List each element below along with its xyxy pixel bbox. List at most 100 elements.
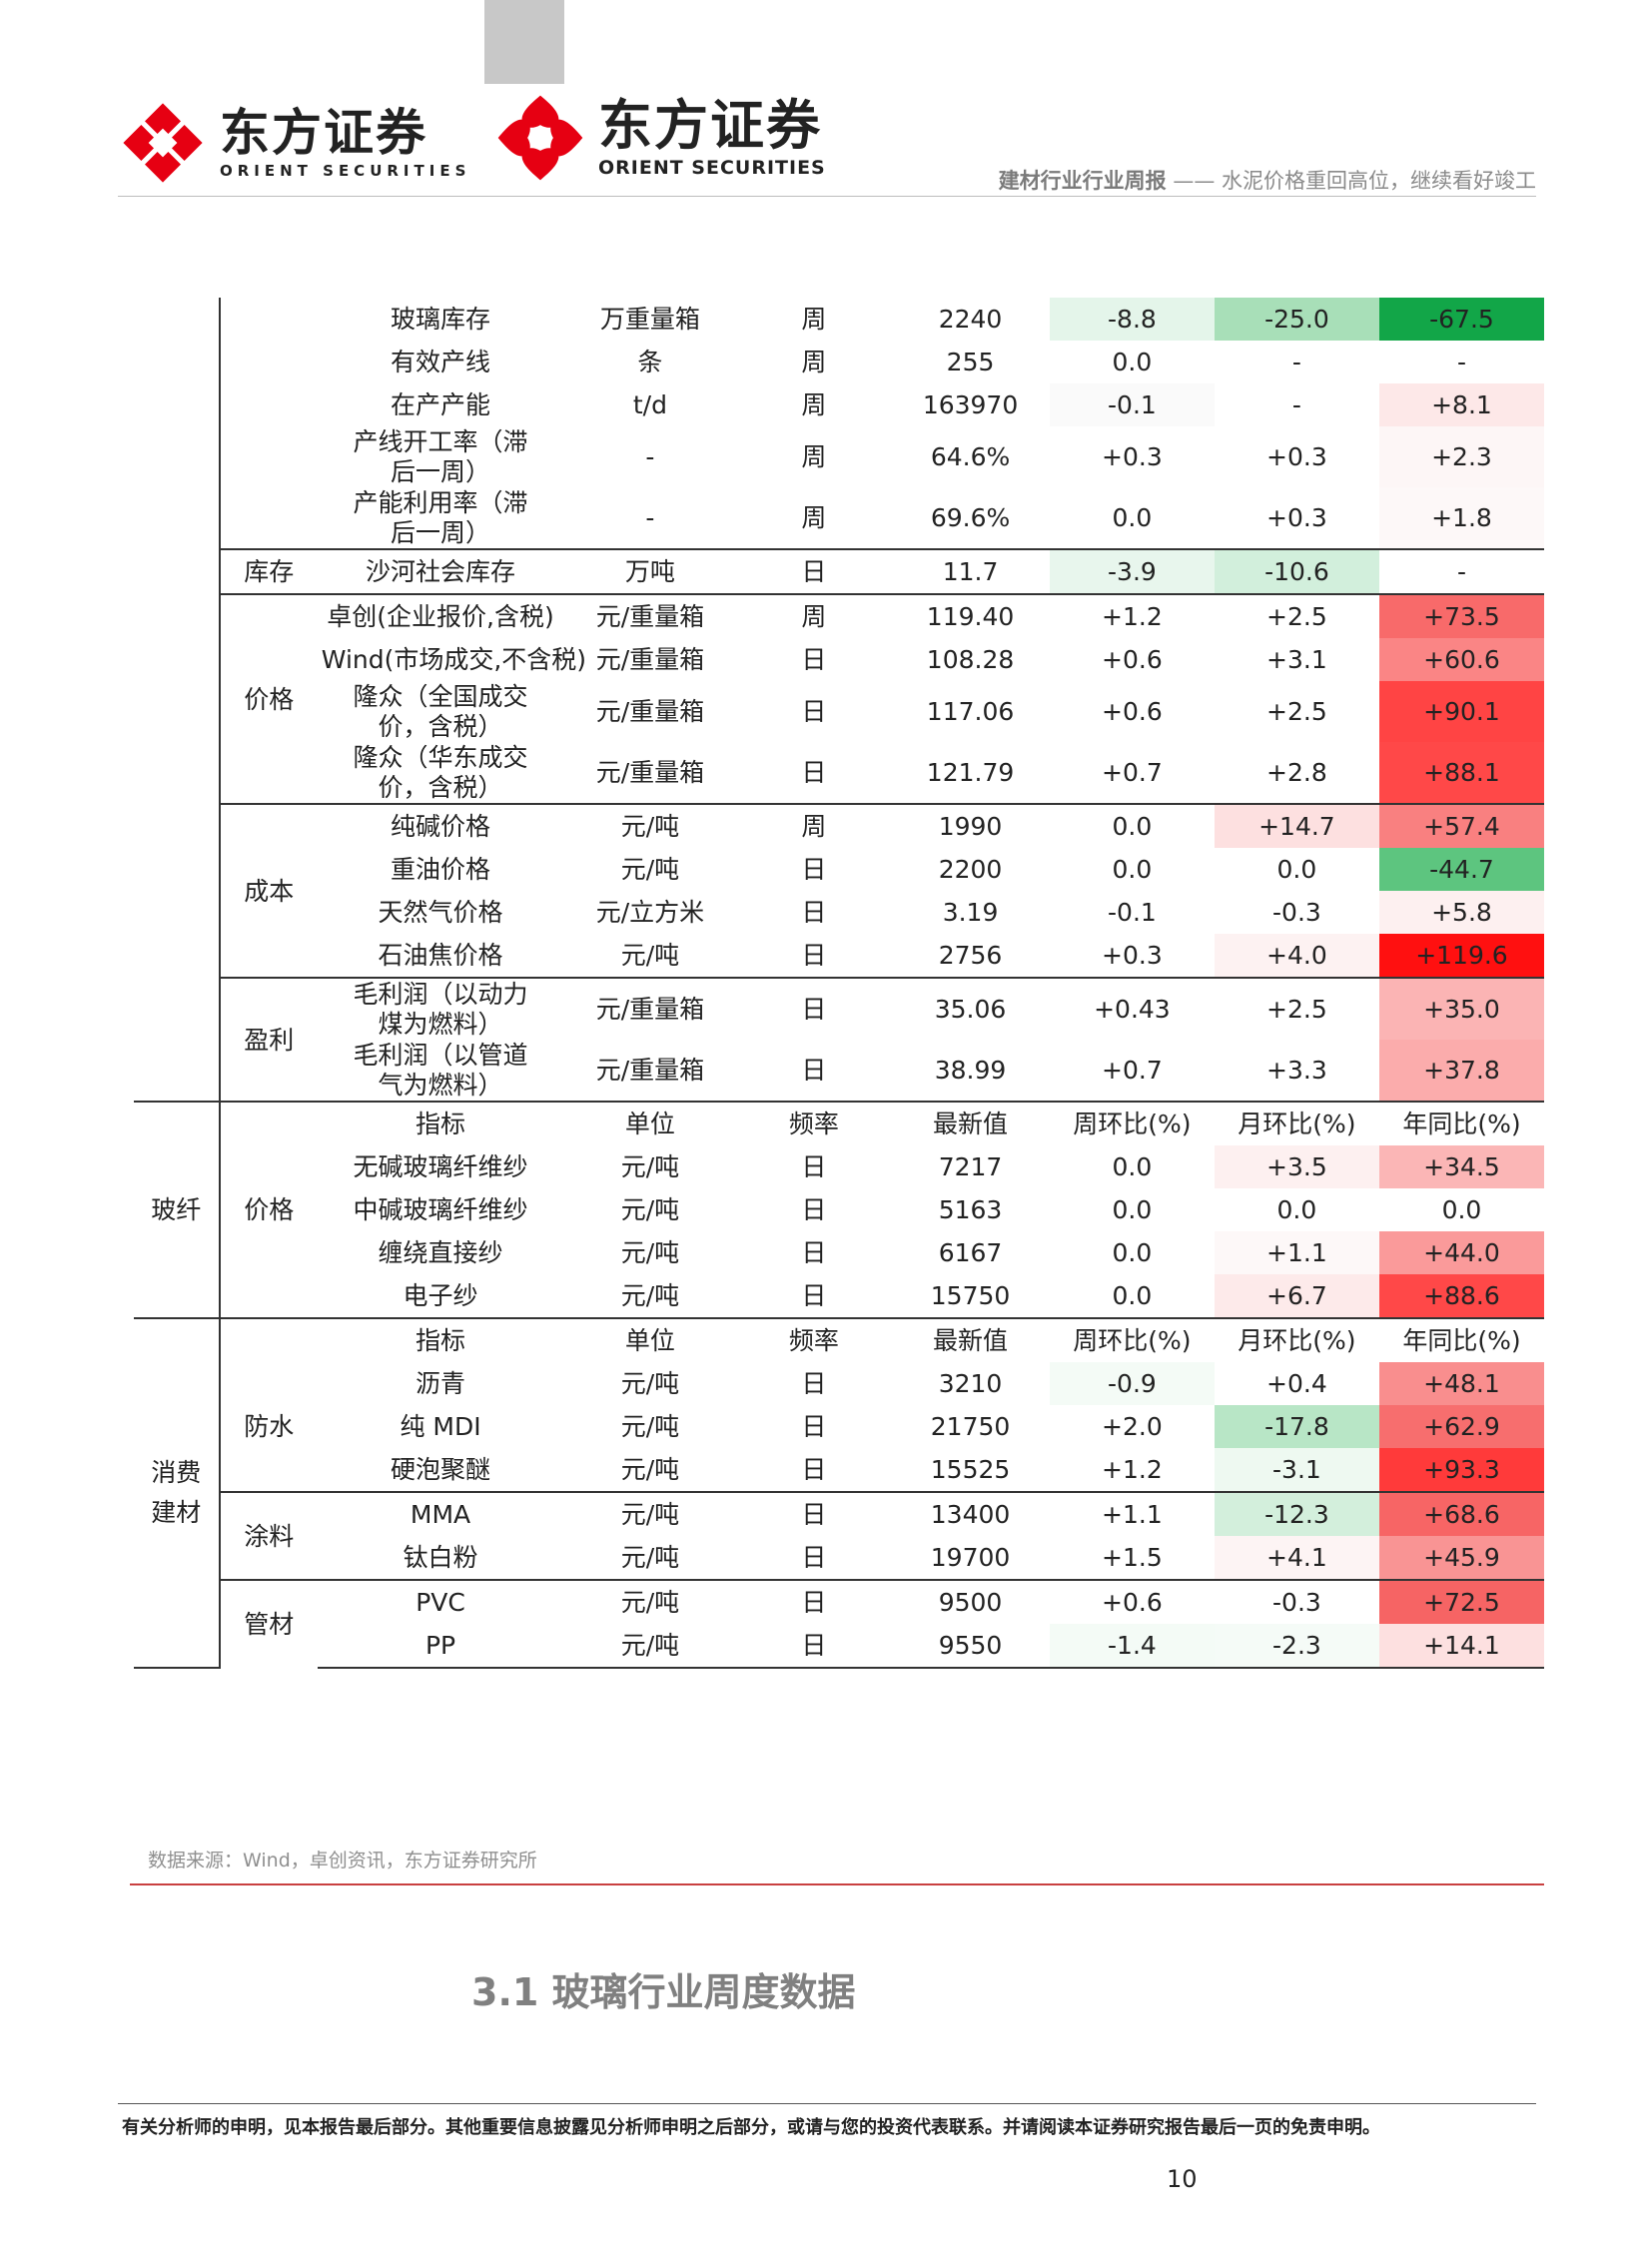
unit: 元/吨 — [563, 1624, 737, 1669]
table-row: 硬泡聚醚 元/吨 日 15525 +1.2 -3.1 +93.3 — [134, 1448, 1544, 1492]
indicator-name: 卓创(企业报价,含税) — [317, 593, 564, 638]
weekly-change: +0.7 — [1102, 758, 1163, 787]
latest-value: 163970 — [922, 390, 1019, 419]
column-header: 单位 — [563, 1317, 737, 1362]
table-row: 无碱玻璃纤维纱 元/吨 日 7217 0.0 +3.5 +34.5 — [134, 1145, 1544, 1188]
weekly-change: +0.3 — [1102, 442, 1163, 471]
monthly-change: +2.5 — [1214, 593, 1379, 638]
unit: 元/吨 — [620, 1238, 680, 1267]
monthly-change: +14.7 — [1214, 803, 1379, 848]
frequency: 日 — [801, 1455, 827, 1484]
indicator-name: 毛利润（以管道气为燃料） — [353, 1040, 528, 1100]
unit: 万吨 — [563, 548, 737, 595]
unit: 元/吨 — [620, 855, 680, 884]
logo-mark-large-icon — [497, 95, 583, 181]
monthly-change: +0.4 — [1266, 1369, 1327, 1398]
table-row: 重油价格 元/吨 日 2200 0.0 0.0 -44.7 — [134, 848, 1544, 891]
monthly-change: -10.6 — [1214, 548, 1379, 595]
monthly-change: 0.0 — [1276, 855, 1317, 884]
frequency: 周 — [801, 503, 827, 532]
logo-mark-icon — [123, 103, 203, 183]
unit: 条 — [637, 348, 663, 376]
yearly-change: +14.1 — [1378, 1624, 1544, 1669]
source-divider — [130, 1883, 1544, 1885]
unit: 元/重量箱 — [595, 697, 705, 726]
indicator-name: MMA — [317, 1491, 564, 1536]
monthly-change: +2.5 — [1214, 977, 1379, 1040]
indicator-name: 天然气价格 — [378, 898, 503, 927]
weekly-change: 0.0 — [1112, 1238, 1153, 1267]
indicator-name: 电子纱 — [403, 1281, 478, 1310]
weekly-change: +0.7 — [1102, 1056, 1163, 1085]
frequency: 日 — [736, 977, 892, 1040]
table-row: 成本 纯碱价格 元/吨周 1990 0.0 +14.7 +57.4 — [134, 803, 1544, 978]
table-row: 电子纱 元/吨 日 15750 0.0 +6.7 +88.6 — [134, 1274, 1544, 1318]
latest-value: 5163 — [938, 1195, 1003, 1224]
unit: 元/吨 — [563, 1491, 737, 1536]
indicator-name: 无碱玻璃纤维纱 — [353, 1152, 528, 1181]
unit: 元/吨 — [620, 1152, 680, 1181]
group-label-line2: 建材 — [151, 1498, 202, 1527]
column-header: 周环比(%) — [1049, 1317, 1215, 1362]
weekly-change: +1.2 — [1102, 1455, 1163, 1484]
indicator-name: 隆众（全国成交价，含税） — [353, 681, 528, 741]
header-accent-bar — [484, 0, 564, 84]
indicator-name: 重油价格 — [391, 855, 491, 884]
indicator-name: 玻璃库存 — [391, 305, 491, 334]
table-row: 钛白粉 元/吨 日 19700 +1.5 +4.1 +45.9 — [134, 1536, 1544, 1580]
yearly-change: +93.3 — [1378, 1448, 1544, 1492]
unit: 元/吨 — [620, 1369, 680, 1398]
weekly-change: -8.8 — [1049, 298, 1215, 341]
indicator-name: 中碱玻璃纤维纱 — [353, 1195, 528, 1224]
table-row: 管材 PVC 元/吨日 9500 +0.6 -0.3 +72.5 — [134, 1579, 1544, 1668]
unit: 元/重量箱 — [595, 645, 705, 674]
table-row: Wind(市场成交,不含税) 元/重量箱 日 108.28 +0.6 +3.1 +60.6 — [134, 638, 1544, 681]
orient-securities-logo-large: 东方证券 ORIENT SECURITIES — [494, 92, 826, 184]
group-cell-glass — [134, 298, 220, 1102]
monthly-change: -0.3 — [1214, 1579, 1379, 1624]
yearly-change: - — [1378, 548, 1544, 595]
weekly-change: +2.0 — [1102, 1412, 1163, 1441]
yearly-change: +62.9 — [1378, 1405, 1544, 1448]
frequency: 周 — [736, 803, 892, 848]
weekly-change: -0.1 — [1108, 898, 1157, 927]
sub-group-price: 价格 — [218, 593, 318, 804]
monthly-change: +3.5 — [1214, 1145, 1379, 1188]
indicator-name: 钛白粉 — [403, 1543, 478, 1572]
monthly-change: - — [1291, 390, 1301, 419]
indicator-name: 在产产能 — [391, 390, 491, 419]
frequency: 日 — [801, 697, 827, 726]
unit: 元/吨 — [620, 1281, 680, 1310]
table-row: 防水 沥青 元/吨日 3210 -0.9 +0.4 +48.1 — [134, 1362, 1544, 1492]
orient-securities-logo: 东方证券 ORIENT SECURITIES — [118, 98, 470, 188]
frequency: 日 — [801, 758, 827, 787]
monthly-change: -25.0 — [1214, 298, 1379, 341]
yearly-change: +57.4 — [1378, 803, 1544, 848]
frequency: 日 — [801, 1195, 827, 1224]
sub-group-0: 防水 — [218, 1362, 318, 1492]
frequency: 日 — [801, 855, 827, 884]
yearly-change: +34.5 — [1378, 1145, 1544, 1188]
frequency: 日 — [801, 1369, 827, 1398]
footer-divider — [118, 2103, 1536, 2104]
latest-value: 3210 — [938, 1369, 1003, 1398]
table-row: 隆众（全国成交价，含税） 元/重量箱 日 117.06 +0.6 +2.5 +90.1 — [134, 681, 1544, 742]
frequency: 日 — [736, 1491, 892, 1536]
unit: 元/吨 — [620, 1455, 680, 1484]
table-row: 有效产线 条 周 255 0.0 - - — [134, 341, 1544, 383]
column-header: 频率 — [736, 1317, 892, 1362]
yearly-change: - — [1456, 348, 1466, 376]
table-row: 纯 MDI 元/吨 日 21750 +2.0 -17.8 +62.9 — [134, 1405, 1544, 1448]
report-title-separator: —— — [1166, 169, 1222, 193]
sub-group-inventory: 库存 — [218, 548, 318, 595]
indicator-name: 隆众（华东成交价，含税） — [353, 742, 528, 802]
monthly-change: +1.1 — [1214, 1231, 1379, 1274]
group-cell-fiber: 玻纤 — [134, 1101, 220, 1318]
group-label-line1: 消费 — [151, 1458, 202, 1487]
weekly-change: +0.6 — [1102, 645, 1163, 674]
latest-value: 38.99 — [934, 1056, 1007, 1085]
sub-group-profit: 盈利 — [218, 977, 318, 1102]
weekly-change: +1.5 — [1102, 1543, 1163, 1572]
table-row: 玻璃库存 万重量箱周 2240 -8.8 -25.0 -67.5 — [134, 298, 1544, 549]
column-header: 指标 — [317, 1317, 564, 1362]
